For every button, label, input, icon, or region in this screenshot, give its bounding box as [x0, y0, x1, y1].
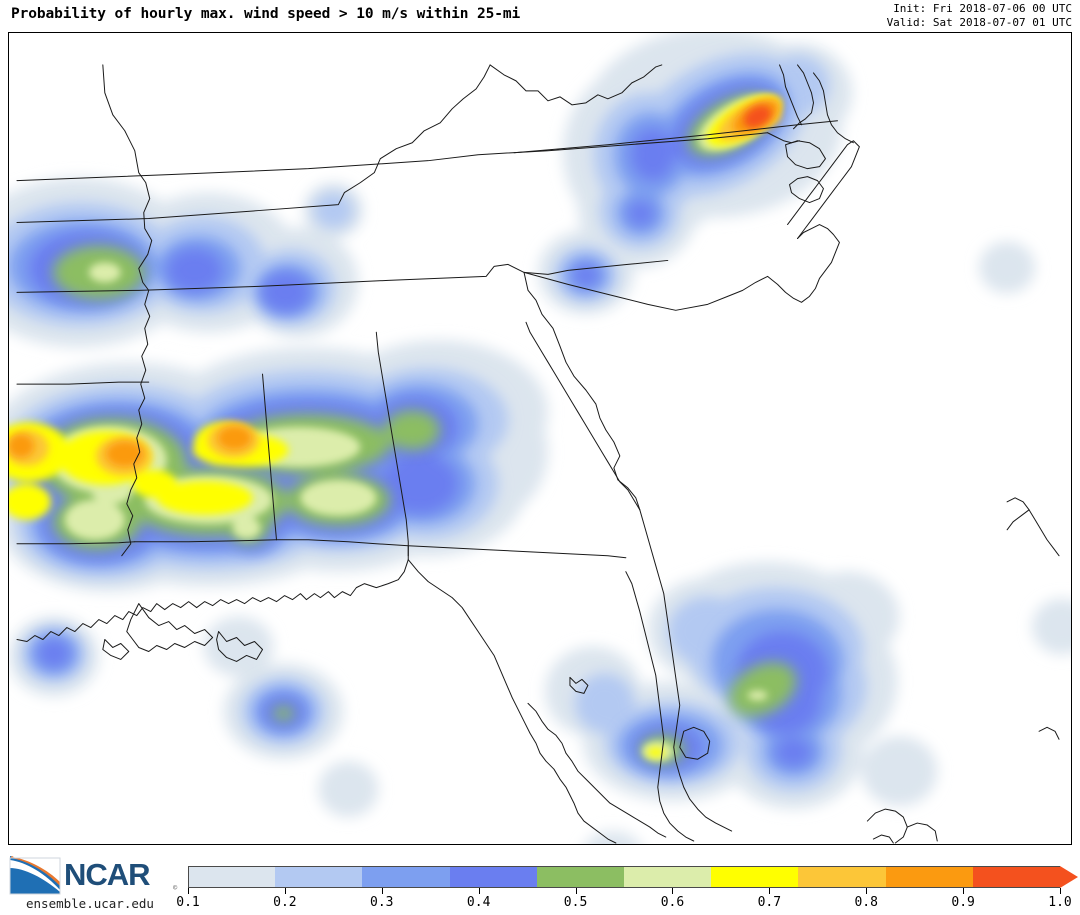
colorbar-tick: [478, 888, 480, 894]
colorbar-tick-label: 0.8: [854, 895, 878, 910]
plot-header: Probability of hourly max. wind speed > …: [0, 0, 1080, 32]
colorbar-tick: [672, 888, 674, 894]
colorbar-tick: [575, 888, 577, 894]
colorbar-segment: [536, 866, 624, 888]
colorbar-tick-label: 0.2: [273, 895, 297, 910]
ncar-logo[interactable]: NCAR ensemble.ucar.edu: [6, 856, 176, 912]
colorbar-extend-arrow: [1060, 866, 1078, 888]
colorbar-tick: [866, 888, 868, 894]
colorbar-tick: [963, 888, 965, 894]
colorbar-segment: [188, 866, 276, 888]
colorbar-segment: [972, 866, 1060, 888]
page-title: Probability of hourly max. wind speed > …: [11, 6, 521, 22]
colorbar-tick-label: 0.7: [757, 895, 782, 910]
copyright-icon: ©: [173, 884, 178, 892]
colorbar-tick-label: 0.5: [563, 895, 588, 910]
ncar-wordmark: NCAR: [64, 857, 151, 892]
colorbar-tick: [284, 888, 286, 894]
colorbar-tick-label: 0.6: [660, 895, 685, 910]
colorbar-tick: [381, 888, 383, 894]
ncar-swoosh-icon: [8, 856, 62, 896]
colorbar-tick-label: 0.3: [370, 895, 394, 910]
ncar-url-label: ensemble.ucar.edu: [26, 896, 154, 911]
colorbar-segment: [624, 866, 712, 888]
probability-field: [9, 33, 1071, 844]
colorbar-tick: [769, 888, 771, 894]
init-time-label: Init: Fri 2018-07-06 00 UTC: [893, 2, 1072, 15]
colorbar-segment: [362, 866, 450, 888]
colorbar-tick-label: 0.4: [466, 895, 491, 910]
colorbar-tick-label: 0.9: [951, 895, 975, 910]
colorbar: 0.1 0.2 0.3 0.4 0.5 0.6 0.7 0.8 0.9 1.0: [176, 866, 1078, 910]
colorbar-tick-label: 0.1: [176, 895, 200, 910]
forecast-time-block: Init: Fri 2018-07-06 00 UTC Valid: Sat 2…: [887, 2, 1072, 29]
valid-time-label: Valid: Sat 2018-07-07 01 UTC: [886, 15, 1072, 29]
colorbar-segment: [798, 866, 886, 888]
state-and-coast-boundaries: [16, 64, 1060, 844]
probability-contour-map: [9, 33, 1071, 844]
colorbar-tick: [1060, 888, 1061, 894]
colorbar-segment: [275, 866, 363, 888]
map-panel[interactable]: [8, 32, 1072, 845]
plot-footer: NCAR ensemble.ucar.edu © 0.1 0.2 0.3 0.4 0.5…: [0, 846, 1080, 915]
colorbar-segment: [885, 866, 973, 888]
colorbar-segment: [711, 866, 799, 888]
colorbar-tick-label: 1.0: [1048, 895, 1072, 910]
colorbar-segment: [449, 866, 537, 888]
colorbar-tick: [188, 888, 189, 894]
colorbar-gradient: [188, 866, 1060, 888]
